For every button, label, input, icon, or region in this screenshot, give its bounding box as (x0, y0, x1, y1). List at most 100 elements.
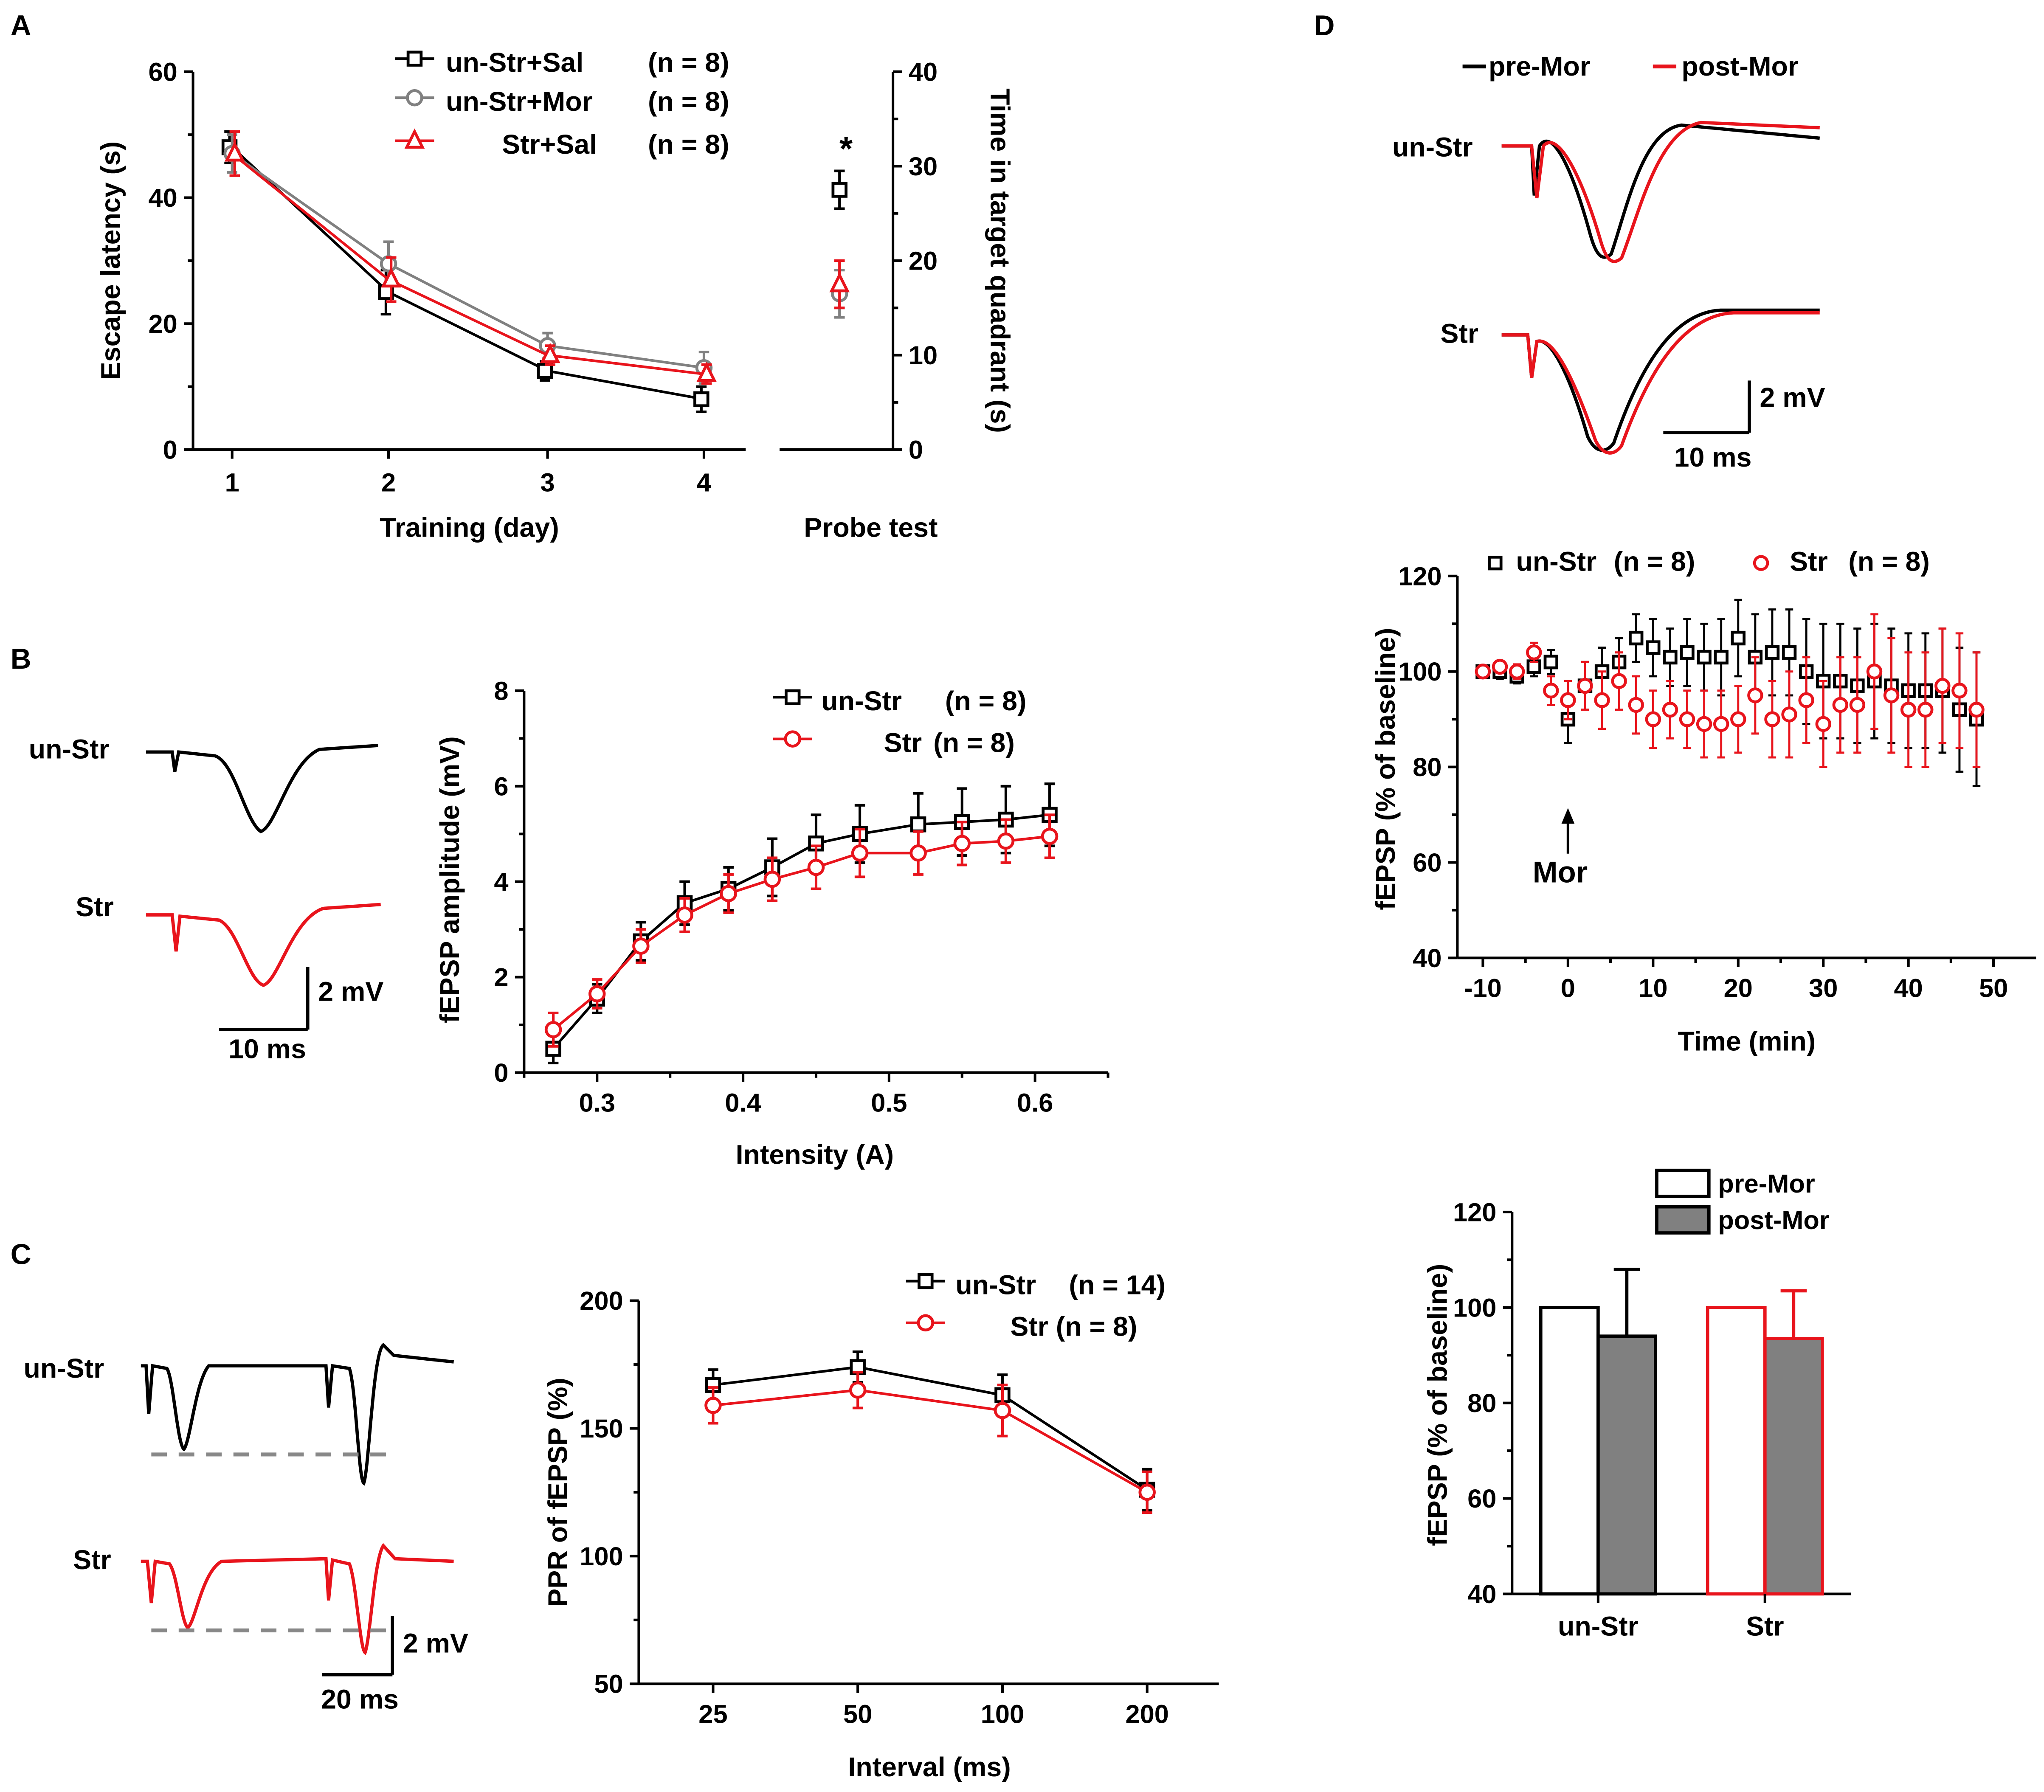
b-point-Str (676, 906, 693, 924)
d1-point-Str (1560, 692, 1576, 708)
a-x-axis-label: Training (day) (380, 512, 559, 543)
d1-x-tick-label: 10 (1639, 973, 1667, 1003)
d1-point-Str (1526, 644, 1542, 661)
d-trace-unstr-post (1501, 121, 1820, 263)
b-legend-marker (784, 689, 801, 706)
b-trace-label-unstr: un-Str (29, 734, 110, 765)
d2-y-tick-label: 120 (1453, 1198, 1496, 1227)
d1-arrow-head (1561, 808, 1575, 824)
a-point-Str+Sal (381, 267, 402, 288)
d1-legend-label-unstr: un-Str (1516, 546, 1596, 577)
a-legend-label: Str+Sal (502, 129, 597, 160)
d1-legend-n-str: (n = 8) (1848, 546, 1930, 577)
a-x-tick-label: 2 (381, 468, 396, 497)
c-scale-v-label: 2 mV (403, 1628, 468, 1659)
d1-point-Str (1628, 697, 1644, 713)
b-x-tick-label: 0.5 (871, 1089, 907, 1118)
a-probe-point-un-Str+Sal (831, 182, 847, 198)
d1-point-Str (1951, 682, 1968, 699)
b-y-tick-label: 2 (494, 963, 508, 992)
a-y-tick-label: 60 (148, 57, 177, 87)
d1-point-Str (1577, 678, 1593, 694)
c-y-tick-label: 150 (580, 1414, 623, 1443)
d1-point-Str (1543, 682, 1559, 699)
d2-legend-swatch-pre (1655, 1168, 1711, 1198)
a-point-un-Str+Sal (693, 391, 709, 408)
d1-point-Str (1747, 687, 1763, 703)
a-series-line-Str+Sal (231, 152, 704, 376)
a-legend-marker (404, 128, 425, 149)
b-y-tick-label: 6 (494, 772, 508, 801)
c-trace-unstr (141, 1342, 454, 1486)
a-probe-y-tick-label: 0 (909, 436, 923, 465)
d1-point-Str (1492, 658, 1508, 675)
c-x-axis-label: Interval (ms) (848, 1752, 1011, 1782)
a-y-tick-label: 40 (148, 183, 177, 213)
b-point-Str (632, 937, 650, 955)
c-x-tick-label: 100 (981, 1699, 1024, 1729)
d1-point-Str (1883, 687, 1900, 703)
c-y-axis-label: PPR of fEPSP (%) (543, 1378, 573, 1607)
b-point-un-Str (808, 836, 824, 852)
c-legend-label: un-Str (955, 1269, 1036, 1300)
d2-legend-label-post: post-Mor (1718, 1206, 1829, 1235)
d1-point-Str (1968, 701, 1985, 718)
d1-point-Str (1611, 673, 1627, 689)
b-legend-label: un-Str (821, 686, 902, 716)
d1-y-tick-label: 60 (1413, 848, 1441, 878)
b-x-tick-label: 0.6 (1017, 1089, 1053, 1118)
b-point-Str (544, 1021, 562, 1038)
a-y-tick-label: 20 (148, 309, 177, 339)
a-point-Str+Sal (696, 361, 717, 382)
b-point-Str (763, 870, 781, 888)
d2-x-tick-label: un-Str (1558, 1611, 1639, 1642)
a-y-axis-label: Escape latency (s) (96, 141, 126, 380)
c-y-tick-label: 100 (580, 1542, 623, 1571)
b-point-Str (851, 844, 869, 862)
c-y-tick-label: 50 (594, 1670, 623, 1699)
d-legend-post-label: post-Mor (1681, 51, 1799, 82)
d1-y-tick-label: 80 (1413, 753, 1441, 782)
a-probe-y-axis-label: Time in target quadrant (s) (985, 88, 1015, 433)
d1-point-Str (1713, 716, 1729, 732)
c-legend-label: Str (1010, 1311, 1048, 1342)
d1-legend-n-unstr: (n = 8) (1614, 546, 1695, 577)
d1-point-Str (1934, 678, 1951, 694)
b-scale-t-label: 10 ms (228, 1034, 306, 1064)
d2-y-tick-label: 100 (1453, 1293, 1496, 1322)
a-probe-y-tick-label: 30 (909, 152, 938, 181)
d1-point-Str (1798, 692, 1814, 708)
d1-y-tick-label: 120 (1398, 562, 1441, 591)
d-legend-pre-label: pre-Mor (1489, 51, 1591, 82)
d1-point-un-Str (1697, 650, 1712, 665)
d1-y-axis-label: fEPSP (% of baseline) (1370, 628, 1401, 910)
d-scale-t-label: 10 ms (1674, 442, 1752, 473)
panel-label-b: B (11, 643, 31, 675)
a-series-line-un-Str+Sal (231, 146, 704, 401)
b-x-tick-label: 0.3 (579, 1089, 615, 1118)
d1-point-Str (1696, 716, 1712, 732)
c-trace-label-unstr: un-Str (24, 1353, 104, 1384)
d2-bar-pre-Mor (1539, 1305, 1600, 1596)
panel-label-c: C (11, 1239, 31, 1271)
d1-point-un-Str (1731, 630, 1746, 646)
d1-point-Str (1730, 711, 1746, 727)
b-trace-unstr (146, 744, 378, 833)
d1-point-Str (1866, 663, 1883, 680)
a-legend-label: un-Str+Sal (446, 47, 583, 78)
panel-label-a: A (11, 10, 31, 42)
d2-legend-label-pre: pre-Mor (1718, 1169, 1815, 1198)
a-x-tick-label: 1 (225, 468, 239, 497)
b-legend-marker (784, 730, 801, 748)
d1-point-un-Str (1714, 650, 1729, 665)
a-point-Str+Sal (224, 141, 245, 162)
d1-point-Str (1509, 663, 1525, 680)
a-probe-y-tick-label: 40 (909, 57, 938, 87)
d2-y-axis-label: fEPSP (% of baseline) (1422, 1264, 1453, 1546)
c-point-Str (849, 1381, 867, 1399)
a-series-line-un-Str+Mor (231, 152, 704, 369)
c-trace-str (141, 1543, 454, 1655)
d2-bar-pre-Mor (1706, 1305, 1767, 1596)
d-trace-label-unstr: un-Str (1392, 132, 1473, 162)
